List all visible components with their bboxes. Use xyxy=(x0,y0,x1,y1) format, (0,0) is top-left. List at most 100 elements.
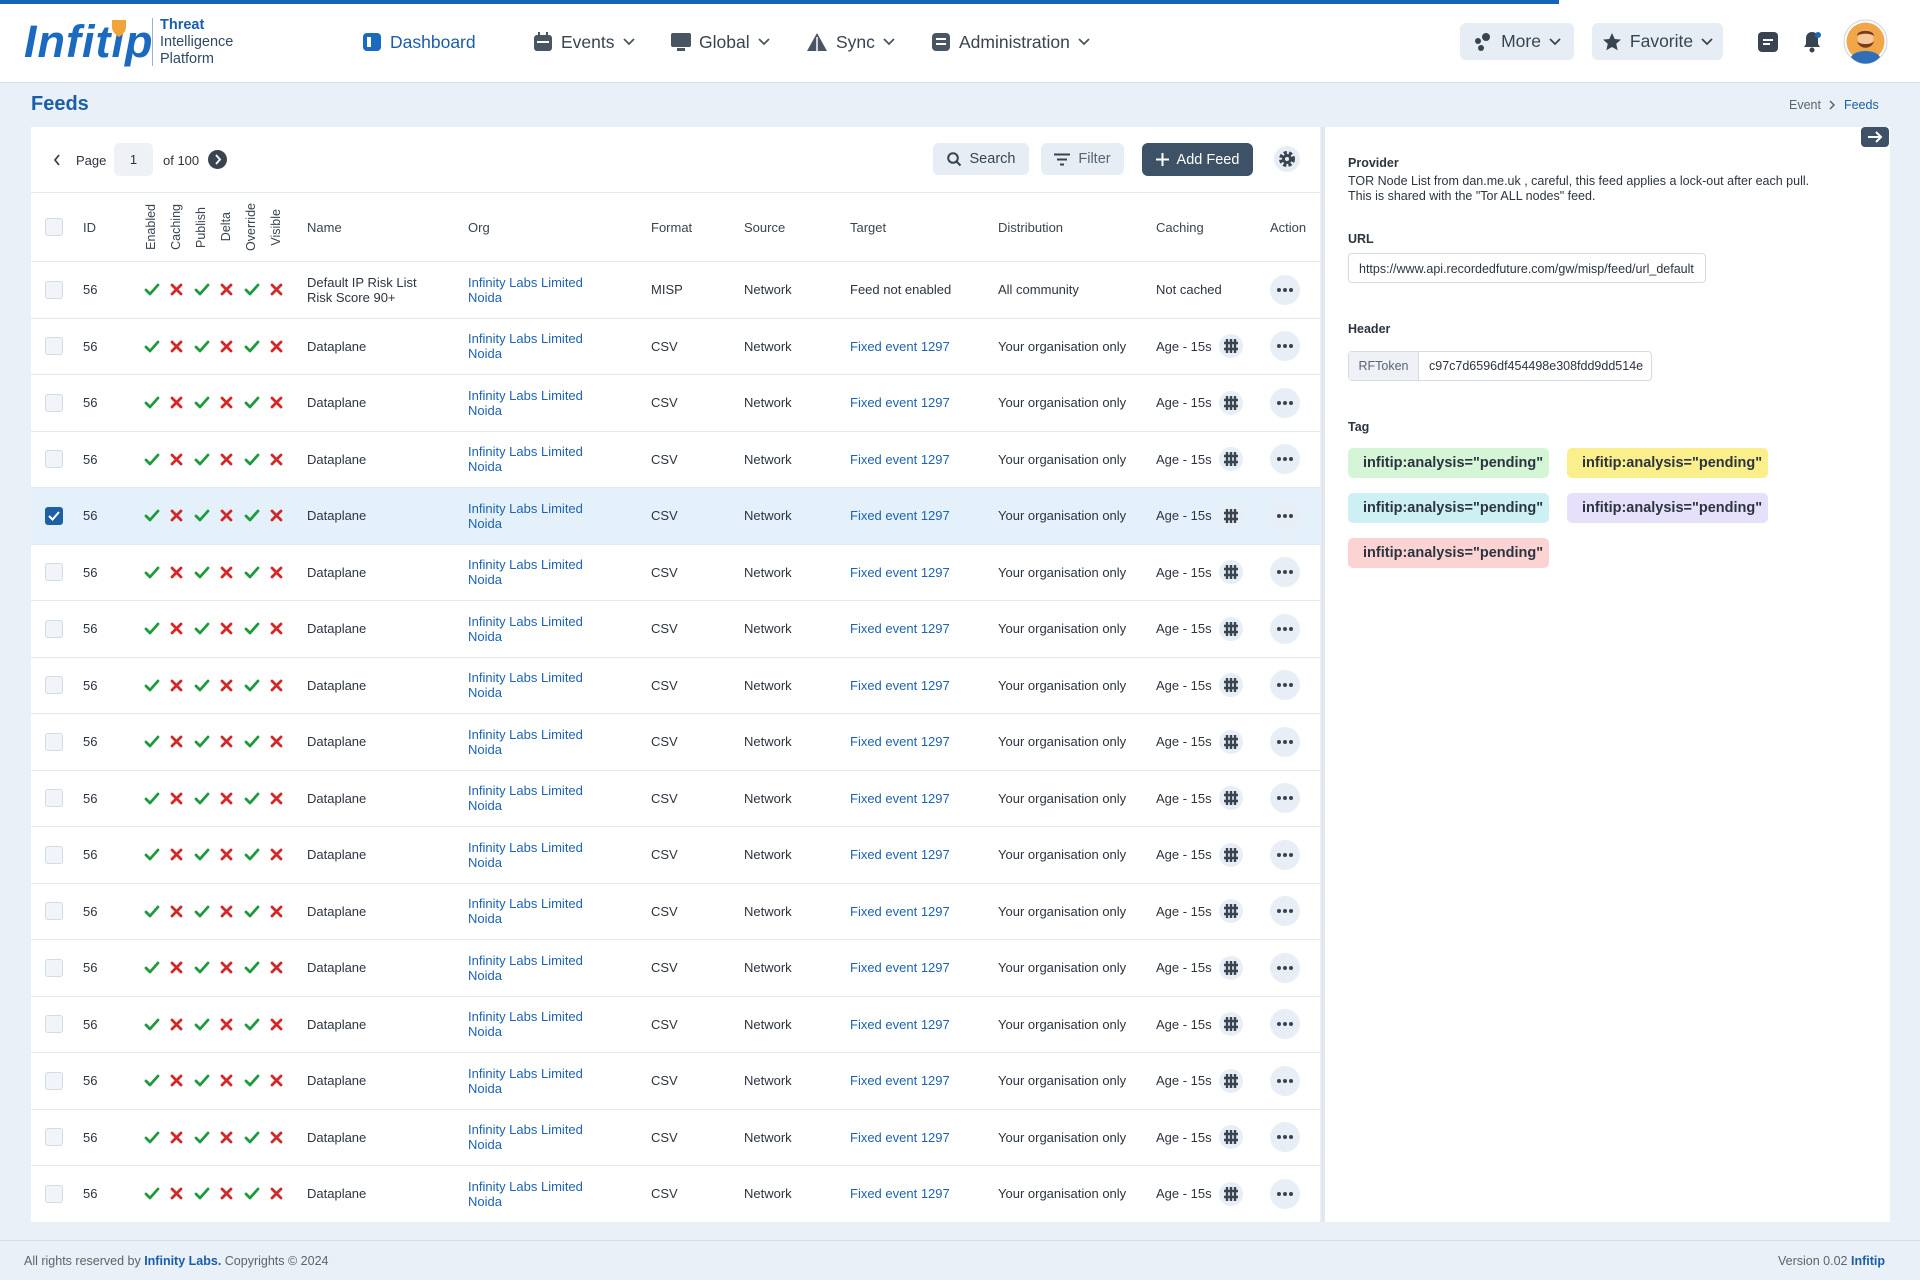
settings-button[interactable] xyxy=(1274,146,1300,172)
row-checkbox[interactable] xyxy=(45,1071,63,1090)
feed-target[interactable]: Fixed event 1297 xyxy=(850,790,950,806)
nav-sync[interactable]: Sync xyxy=(806,30,895,54)
page-input[interactable]: 1 xyxy=(114,143,153,176)
collapse-button[interactable] xyxy=(1861,127,1889,147)
feed-org[interactable]: Infinity Labs Limited Noida xyxy=(460,670,643,700)
caching-icon[interactable] xyxy=(1218,1068,1243,1093)
add-feed-button[interactable]: Add Feed xyxy=(1142,143,1253,176)
row-checkbox[interactable] xyxy=(45,845,63,864)
nav-dashboard[interactable]: Dashboard xyxy=(362,30,476,54)
filter-button[interactable]: Filter xyxy=(1041,143,1124,175)
row-checkbox[interactable] xyxy=(45,563,63,582)
action-button[interactable] xyxy=(1270,613,1300,644)
feed-org[interactable]: Infinity Labs Limited Noida xyxy=(460,388,643,418)
feed-org[interactable]: Infinity Labs Limited Noida xyxy=(460,614,643,644)
row-checkbox[interactable] xyxy=(45,337,63,356)
action-button[interactable] xyxy=(1270,726,1300,757)
row-checkbox[interactable] xyxy=(45,789,63,808)
tag[interactable]: infitip:analysis="pending" xyxy=(1348,538,1549,568)
action-button[interactable] xyxy=(1270,274,1300,305)
table-row[interactable]: 56 Dataplane Infinity Labs Limited Noida CSV… xyxy=(31,827,1320,884)
feed-org[interactable]: Infinity Labs Limited Noida xyxy=(460,1122,643,1152)
caching-icon[interactable] xyxy=(1218,729,1243,754)
logo[interactable]: Infitip xyxy=(24,16,154,67)
bell-icon[interactable] xyxy=(1802,31,1822,53)
breadcrumb-item[interactable]: Event xyxy=(1789,98,1821,112)
prev-page[interactable] xyxy=(53,154,61,166)
caching-icon[interactable] xyxy=(1218,842,1243,867)
nav-global[interactable]: Global xyxy=(671,30,770,54)
next-page[interactable] xyxy=(208,150,227,169)
caching-icon[interactable] xyxy=(1218,1125,1243,1150)
table-row[interactable]: 56 Dataplane Infinity Labs Limited Noida CSV… xyxy=(31,601,1320,658)
caching-icon[interactable] xyxy=(1218,503,1243,528)
feed-target[interactable]: Fixed event 1297 xyxy=(850,960,950,976)
table-row[interactable]: 56 Dataplane Infinity Labs Limited Noida CSV… xyxy=(31,658,1320,714)
caching-icon[interactable] xyxy=(1218,1181,1243,1206)
tag[interactable]: infitip:analysis="pending" xyxy=(1567,448,1768,478)
action-button[interactable] xyxy=(1270,1065,1300,1096)
row-checkbox[interactable] xyxy=(45,902,63,921)
tag[interactable]: infitip:analysis="pending" xyxy=(1348,448,1549,478)
feed-target[interactable]: Fixed event 1297 xyxy=(850,847,950,863)
feed-org[interactable]: Infinity Labs Limited Noida xyxy=(460,896,643,926)
feed-org[interactable]: Infinity Labs Limited Noida xyxy=(460,1179,643,1209)
table-row[interactable]: 56 Dataplane Infinity Labs Limited Noida CSV… xyxy=(31,884,1320,940)
caching-icon[interactable] xyxy=(1218,955,1243,980)
row-checkbox[interactable] xyxy=(45,393,63,412)
feed-target[interactable]: Fixed event 1297 xyxy=(850,621,950,637)
row-checkbox[interactable] xyxy=(45,958,63,977)
footer-company[interactable]: Infinity Labs. xyxy=(144,1254,222,1268)
table-row[interactable]: 56 Default IP Risk List Risk Score 90+ Infi… xyxy=(31,262,1320,319)
feed-org[interactable]: Infinity Labs Limited Noida xyxy=(460,727,643,757)
table-row[interactable]: 56 Dataplane Infinity Labs Limited Noida CSV… xyxy=(31,545,1320,601)
row-checkbox[interactable] xyxy=(45,676,63,695)
favorite-button[interactable]: Favorite xyxy=(1592,23,1723,60)
row-checkbox[interactable] xyxy=(45,619,63,638)
avatar[interactable] xyxy=(1843,19,1888,64)
caching-icon[interactable] xyxy=(1218,334,1243,359)
nav-events[interactable]: Events xyxy=(533,30,635,54)
action-button[interactable] xyxy=(1270,500,1300,531)
footer-brand[interactable]: Infitip xyxy=(1850,1254,1885,1268)
feed-org[interactable]: Infinity Labs Limited Noida xyxy=(460,557,643,587)
caching-icon[interactable] xyxy=(1218,390,1243,415)
select-all[interactable] xyxy=(45,218,63,236)
feed-org[interactable]: Infinity Labs Limited Noida xyxy=(460,840,643,870)
caching-icon[interactable] xyxy=(1218,673,1243,698)
notes-icon[interactable] xyxy=(1758,32,1778,52)
action-button[interactable] xyxy=(1270,1122,1300,1153)
action-button[interactable] xyxy=(1270,1009,1300,1040)
nav-administration[interactable]: Administration xyxy=(931,30,1090,54)
action-button[interactable] xyxy=(1270,1178,1300,1209)
feed-org[interactable]: Infinity Labs Limited Noida xyxy=(460,501,643,531)
table-row[interactable]: 56 Dataplane Infinity Labs Limited Noida CSV… xyxy=(31,1053,1320,1110)
row-checkbox[interactable] xyxy=(45,450,63,469)
feed-target[interactable]: Fixed event 1297 xyxy=(850,734,950,750)
action-button[interactable] xyxy=(1270,783,1300,814)
table-row[interactable]: 56 Dataplane Infinity Labs Limited Noida CSV… xyxy=(31,940,1320,997)
row-checkbox[interactable] xyxy=(45,732,63,751)
table-row[interactable]: 56 Dataplane Infinity Labs Limited Noida CSV… xyxy=(31,771,1320,827)
search-button[interactable]: Search xyxy=(933,143,1029,175)
header-value[interactable]: c97c7d6596df454498e308fdd9dd514e xyxy=(1429,359,1644,373)
table-row[interactable]: 56 Dataplane Infinity Labs Limited Noida CSV… xyxy=(31,714,1320,771)
caching-icon[interactable] xyxy=(1218,560,1243,585)
action-button[interactable] xyxy=(1270,331,1300,362)
caching-icon[interactable] xyxy=(1218,1012,1243,1037)
feed-org[interactable]: Infinity Labs Limited Noida xyxy=(460,1066,643,1096)
feed-target[interactable]: Fixed event 1297 xyxy=(850,1186,950,1202)
table-row[interactable]: 56 Dataplane Infinity Labs Limited Noida CSV… xyxy=(31,1110,1320,1166)
table-row[interactable]: 56 Dataplane Infinity Labs Limited Noida CSV… xyxy=(31,375,1320,432)
row-checkbox[interactable] xyxy=(45,506,63,525)
feed-org[interactable]: Infinity Labs Limited Noida xyxy=(460,275,643,305)
caching-icon[interactable] xyxy=(1218,447,1243,472)
feed-target[interactable]: Fixed event 1297 xyxy=(850,903,950,919)
table-row[interactable]: 56 Dataplane Infinity Labs Limited Noida CSV… xyxy=(31,488,1320,545)
action-button[interactable] xyxy=(1270,839,1300,870)
caching-icon[interactable] xyxy=(1218,616,1243,641)
action-button[interactable] xyxy=(1270,444,1300,475)
feed-org[interactable]: Infinity Labs Limited Noida xyxy=(460,1009,643,1039)
action-button[interactable] xyxy=(1270,896,1300,927)
feed-target[interactable]: Fixed event 1297 xyxy=(850,395,950,411)
